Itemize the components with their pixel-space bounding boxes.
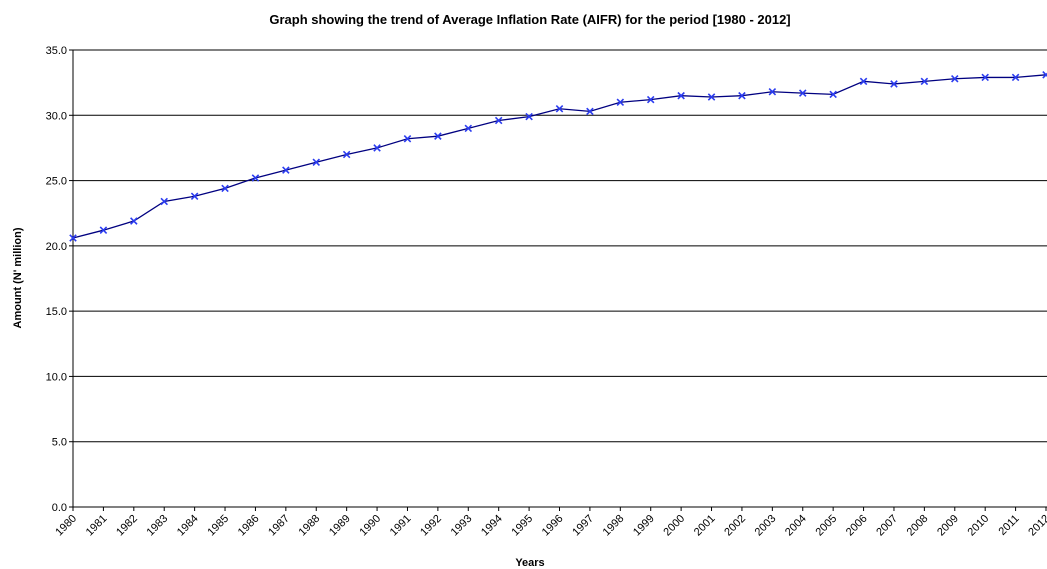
y-tick-label: 25.0 [46, 176, 67, 188]
data-marker [373, 144, 381, 152]
y-tick-label: 35.0 [46, 45, 67, 57]
data-marker [251, 174, 260, 182]
data-marker [342, 150, 351, 159]
data-marker [890, 80, 898, 88]
x-tick-label: 2001 [692, 513, 718, 539]
y-tick-label: 10.0 [46, 371, 67, 383]
data-marker [646, 95, 655, 104]
data-marker [99, 226, 108, 234]
x-tick-label: 1991 [388, 513, 414, 539]
x-tick-label: 2002 [722, 513, 748, 539]
x-tick-label: 1999 [631, 513, 657, 539]
data-marker [707, 93, 716, 101]
x-tick-label: 2012 [1026, 513, 1047, 539]
data-marker [829, 90, 837, 99]
x-tick-label: 1985 [205, 513, 231, 539]
data-marker [494, 116, 503, 125]
data-marker [1011, 73, 1020, 82]
x-tick-label: 1983 [145, 513, 171, 539]
data-line [72, 74, 1047, 239]
data-marker [221, 184, 229, 193]
data-marker [464, 124, 473, 133]
data-marker [677, 91, 685, 100]
x-tick-label: 1995 [509, 513, 535, 539]
y-axis-title: Amount (N' million) [12, 227, 24, 328]
x-tick-label: 1998 [601, 513, 627, 539]
data-marker [738, 91, 746, 100]
x-tick-label: 2000 [661, 513, 687, 539]
data-marker [859, 77, 868, 86]
data-marker [160, 197, 168, 206]
x-tick-label: 2008 [905, 513, 931, 539]
y-tick-label: 20.0 [46, 241, 67, 253]
x-tick-label: 1997 [570, 513, 596, 539]
x-tick-label: 2006 [844, 513, 870, 539]
data-marker [312, 158, 321, 167]
data-marker [768, 88, 777, 96]
data-marker [951, 74, 959, 83]
y-tick-label: 30.0 [46, 110, 67, 122]
data-marker [69, 234, 77, 242]
data-marker [434, 132, 442, 140]
data-marker [798, 89, 807, 97]
data-marker [586, 107, 594, 116]
x-tick-label: 2007 [874, 513, 900, 539]
x-tick-label: 1981 [84, 513, 110, 539]
x-tick-label: 2003 [753, 513, 779, 539]
x-tick-label: 2005 [813, 513, 839, 539]
y-tick-label: 5.0 [52, 437, 67, 449]
x-tick-label: 2009 [935, 513, 961, 539]
x-tick-label: 1984 [175, 513, 201, 539]
chart-title: Graph showing the trend of Average Infla… [269, 12, 790, 27]
x-tick-label: 2011 [997, 513, 1022, 538]
data-marker [981, 73, 989, 82]
data-marker [1042, 71, 1047, 79]
x-tick-label: 1992 [418, 513, 444, 539]
x-tick-label: 2004 [783, 513, 809, 539]
data-marker [403, 135, 412, 143]
y-tick-label: 0.0 [52, 502, 67, 514]
x-tick-label: 1980 [53, 513, 79, 539]
x-tick-label: 1994 [479, 513, 505, 539]
x-tick-label: 1987 [266, 513, 292, 539]
x-tick-label: 1989 [327, 513, 353, 539]
data-marker [190, 192, 199, 201]
y-tick-label: 15.0 [46, 306, 67, 318]
x-tick-label: 1982 [114, 513, 140, 539]
data-marker [130, 217, 138, 225]
data-marker [920, 77, 929, 86]
x-axis-title: Years [515, 557, 544, 569]
data-marker [282, 166, 290, 174]
data-marker [616, 98, 625, 106]
x-tick-label: 1986 [236, 513, 262, 539]
x-tick-label: 1990 [357, 513, 383, 539]
x-tick-label: 1996 [540, 513, 566, 539]
x-tick-label: 1993 [449, 513, 475, 539]
x-tick-label: 1988 [297, 513, 323, 539]
data-marker [525, 112, 533, 121]
data-marker [555, 104, 564, 113]
x-tick-label: 2010 [966, 513, 992, 539]
